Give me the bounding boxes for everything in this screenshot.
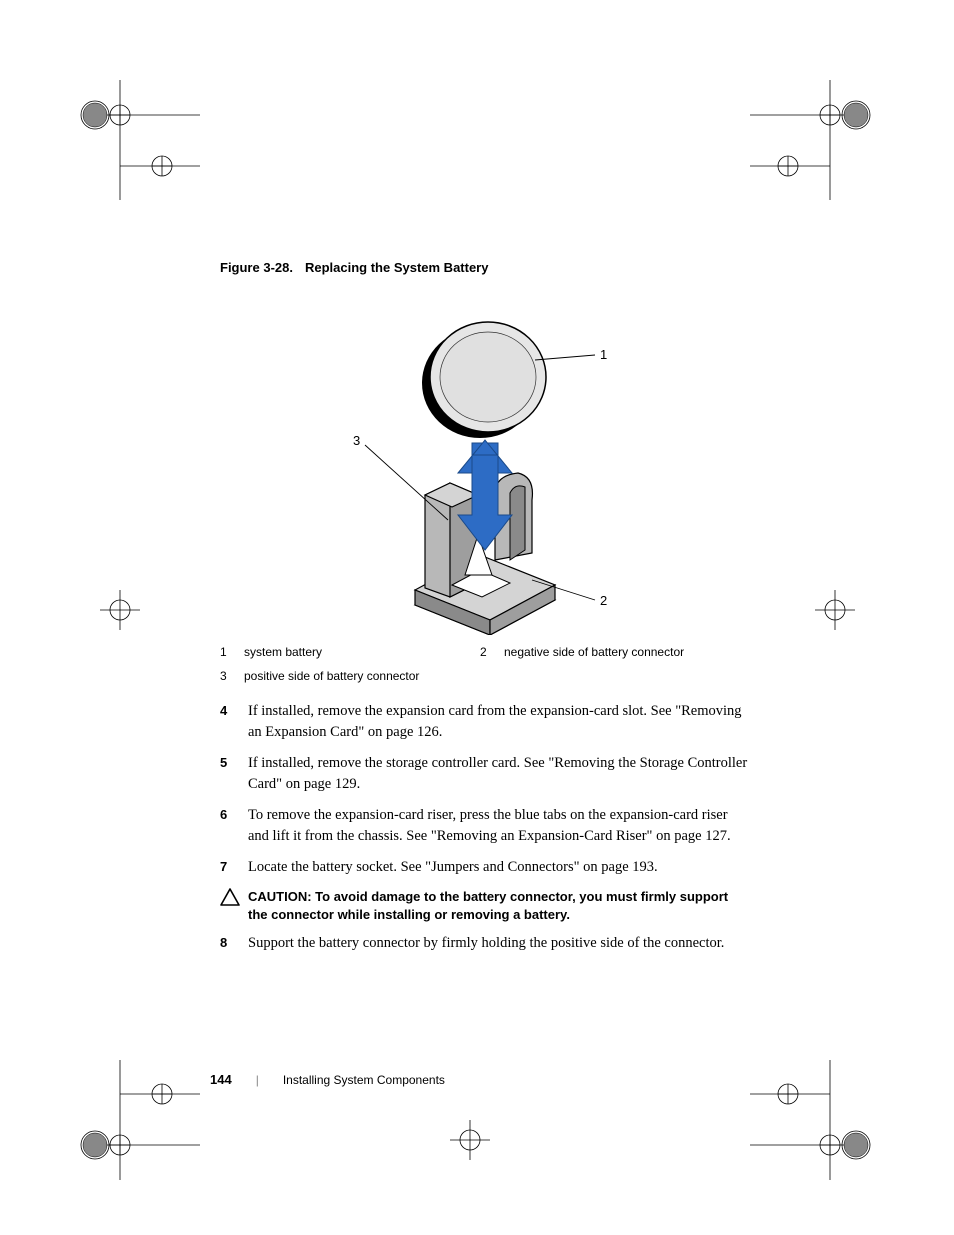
crop-mark-bottom-right [750, 1060, 890, 1180]
caution-note: CAUTION: To avoid damage to the battery … [220, 888, 750, 923]
legend-num: 3 [220, 669, 244, 683]
caution-label: CAUTION: [248, 889, 312, 904]
figure-title: Figure 3-28. Replacing the System Battery [220, 260, 750, 275]
caution-body: To avoid damage to the battery connector… [248, 889, 728, 922]
list-item: 5 If installed, remove the storage contr… [220, 753, 750, 795]
figure-number: Figure 3-28. [220, 260, 293, 275]
crop-mark-bottom-left [60, 1060, 200, 1180]
list-item: 4 If installed, remove the expansion car… [220, 701, 750, 743]
step-text: To remove the expansion-card riser, pres… [248, 805, 750, 847]
caution-icon [220, 888, 248, 923]
legend-num: 1 [220, 645, 244, 659]
callout-2: 2 [600, 593, 607, 608]
step-text: If installed, remove the expansion card … [248, 701, 750, 743]
list-item: 8 Support the battery connector by firml… [220, 933, 750, 954]
step-text: If installed, remove the storage control… [248, 753, 750, 795]
callout-3: 3 [353, 433, 360, 448]
crop-mark-bottom-center [430, 1100, 510, 1180]
step-number: 6 [220, 805, 248, 847]
figure-diagram: 1 2 3 [220, 305, 750, 635]
figure-caption: Replacing the System Battery [305, 260, 489, 275]
crop-mark-mid-left [80, 570, 160, 650]
legend-text: positive side of battery connector [244, 669, 419, 683]
legend-row: 1 system battery 2 negative side of batt… [220, 645, 750, 659]
crop-mark-top-left [60, 80, 200, 200]
legend-text: negative side of battery connector [504, 645, 684, 659]
battery-icon [422, 322, 546, 438]
step-text: Locate the battery socket. See "Jumpers … [248, 857, 750, 878]
legend-text: system battery [244, 645, 322, 659]
callout-1: 1 [600, 347, 607, 362]
list-item: 7 Locate the battery socket. See "Jumper… [220, 857, 750, 878]
step-list: 4 If installed, remove the expansion car… [220, 701, 750, 954]
step-number: 7 [220, 857, 248, 878]
crop-mark-mid-right [795, 570, 875, 650]
page-footer: 144 | Installing System Components [210, 1072, 445, 1087]
page-content: Figure 3-28. Replacing the System Battery [220, 260, 750, 964]
figure-legend: 1 system battery 2 negative side of batt… [220, 645, 750, 683]
footer-divider: | [256, 1073, 259, 1087]
page-number: 144 [210, 1072, 232, 1087]
caution-text: CAUTION: To avoid damage to the battery … [248, 888, 750, 923]
legend-row: 3 positive side of battery connector [220, 669, 750, 683]
step-number: 4 [220, 701, 248, 743]
crop-mark-top-right [750, 80, 890, 200]
section-title: Installing System Components [283, 1073, 445, 1087]
list-item: 6 To remove the expansion-card riser, pr… [220, 805, 750, 847]
step-text: Support the battery connector by firmly … [248, 933, 750, 954]
step-number: 5 [220, 753, 248, 795]
legend-num: 2 [480, 645, 504, 659]
step-number: 8 [220, 933, 248, 954]
